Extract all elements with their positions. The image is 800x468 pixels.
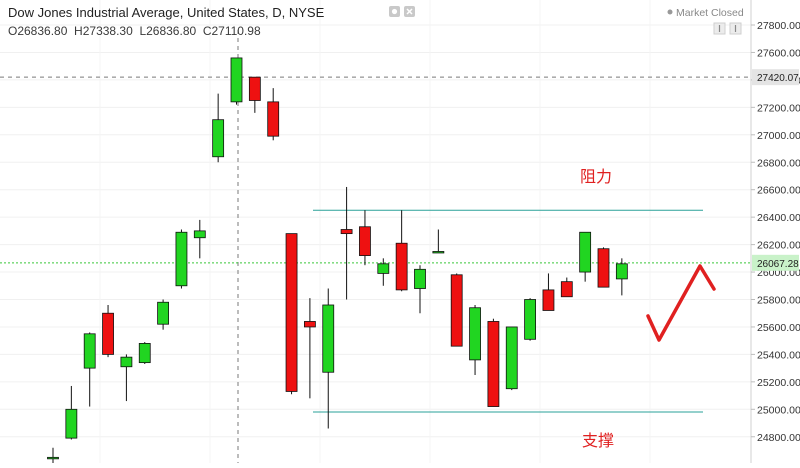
candle <box>157 299 170 330</box>
candle <box>65 385 78 440</box>
last-price-tag: 26067.28 <box>757 259 799 270</box>
candle <box>450 273 463 347</box>
candle <box>322 288 335 429</box>
candle <box>469 304 481 375</box>
candle-body <box>615 263 628 280</box>
candle <box>47 447 59 465</box>
price-tick-label: 27600.00 <box>757 47 800 59</box>
candle-body <box>47 456 59 460</box>
candles <box>47 57 628 465</box>
price-tick-label: 27200.00 <box>757 102 800 114</box>
candle <box>359 210 371 266</box>
candle-body <box>102 312 114 355</box>
candle-body <box>340 229 353 235</box>
projection-zigzag <box>646 264 716 342</box>
levels <box>0 76 751 413</box>
price-tick-label: 26200.00 <box>757 240 800 252</box>
candle <box>230 57 243 105</box>
price-tags: 27420.07 26067.28 <box>752 69 799 271</box>
candle-body <box>414 268 426 289</box>
ohlc-values: O26836.80 H27338.30 L26836.80 C27110.98 <box>8 24 261 38</box>
candle-body <box>175 231 188 287</box>
candle <box>340 186 353 300</box>
candle <box>212 93 225 163</box>
last-price-tag-bg <box>752 254 799 271</box>
candle-body <box>267 101 280 137</box>
candle <box>432 229 445 254</box>
price-tick-label: 27800.00 <box>757 20 800 32</box>
candle <box>560 277 573 298</box>
annotation-resistance: 阻力 <box>580 168 612 186</box>
price-tick-label: 27000.00 <box>757 130 800 142</box>
candle-body <box>450 274 463 347</box>
market-status-dot-icon <box>667 9 673 15</box>
price-tick-label: 25400.00 <box>757 349 800 361</box>
price-tick-label: 25000.00 <box>757 404 800 416</box>
scale-up-icon[interactable] <box>729 22 742 35</box>
candle <box>285 233 298 395</box>
candle <box>83 332 96 407</box>
candle-body <box>505 326 518 390</box>
candle-body <box>230 57 243 103</box>
candle <box>597 247 610 288</box>
price-tick-label: 26600.00 <box>757 185 800 197</box>
candle-body <box>395 242 408 291</box>
candle <box>395 210 408 292</box>
candle-body <box>65 408 78 439</box>
candle-body <box>359 226 371 256</box>
candle <box>524 298 536 341</box>
candle <box>248 76 261 113</box>
price-tick-label: 25200.00 <box>757 377 800 389</box>
candle <box>414 265 426 314</box>
candle <box>505 326 518 391</box>
candle <box>193 219 206 259</box>
candle-body <box>212 119 225 158</box>
crosshair-price-tag-bg <box>752 69 799 86</box>
header-close-icon[interactable] <box>404 6 415 17</box>
candle <box>175 229 188 289</box>
candle-body <box>322 304 335 373</box>
grid <box>0 0 751 463</box>
candle-body <box>542 289 555 311</box>
candle-body <box>157 301 170 325</box>
price-tick-label: 24800.00 <box>757 432 800 444</box>
candle-body <box>469 307 481 361</box>
price-tick-label: 25800.00 <box>757 295 800 307</box>
candle-body <box>138 343 151 364</box>
candle-body <box>193 230 206 239</box>
candle <box>267 88 280 141</box>
chart-title: Dow Jones Industrial Average, United Sta… <box>8 5 325 20</box>
market-status: Market Closed <box>676 7 744 19</box>
candle <box>579 231 592 282</box>
price-tick-label: 26800.00 <box>757 157 800 169</box>
annotation-support: 支撑 <box>582 432 614 450</box>
candle-body <box>248 76 261 101</box>
candle <box>377 258 390 286</box>
candle-body <box>597 248 610 288</box>
candle-body <box>120 356 133 368</box>
candle-body <box>487 321 500 407</box>
candle-body <box>579 231 592 273</box>
candle-body <box>524 299 536 340</box>
candle <box>102 304 114 358</box>
candle <box>487 318 500 407</box>
candle-body <box>377 263 390 274</box>
header-settings-icon[interactable] <box>389 6 400 17</box>
candle-body <box>285 233 298 392</box>
candle-body <box>560 281 573 298</box>
price-tick-label: 25600.00 <box>757 322 800 334</box>
candle <box>120 354 133 402</box>
candle <box>615 258 628 296</box>
scale-down-icon[interactable] <box>713 22 726 35</box>
candle <box>303 298 316 399</box>
candle-body <box>303 321 316 328</box>
candle <box>542 273 555 311</box>
candle <box>138 342 151 365</box>
candle-body <box>83 333 96 369</box>
crosshair-price-tag: 27420.07 <box>757 73 799 84</box>
price-tick-label: 26400.00 <box>757 212 800 224</box>
candle-body <box>432 251 445 254</box>
